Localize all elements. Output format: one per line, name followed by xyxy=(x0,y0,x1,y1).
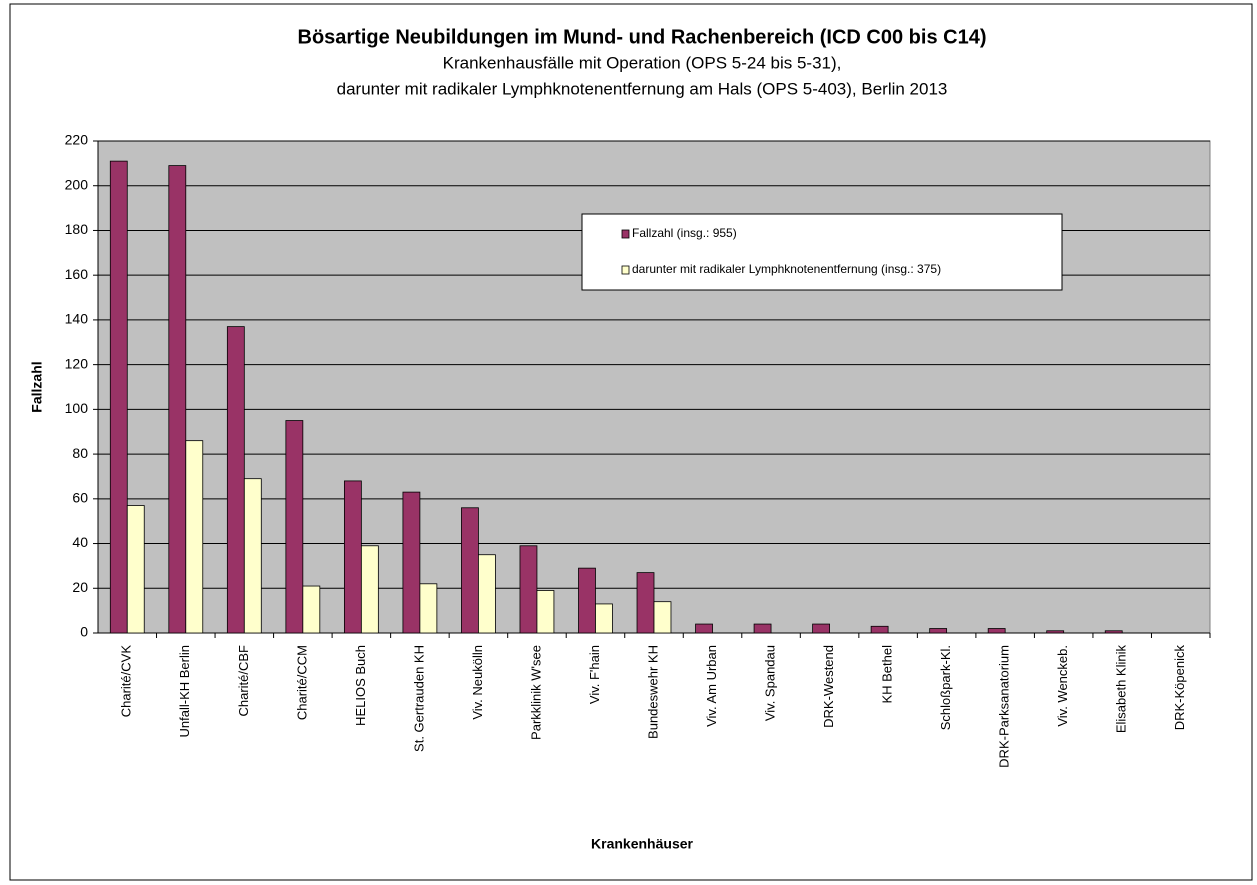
bar xyxy=(402,491,421,634)
bar xyxy=(653,601,672,634)
bar xyxy=(285,420,304,634)
bar xyxy=(1104,630,1123,634)
chart-title: Bösartige Neubildungen im Mund- und Rach… xyxy=(298,26,987,48)
bar xyxy=(1046,630,1065,634)
bar xyxy=(987,628,1006,634)
x-tick-label: DRK-Westend xyxy=(821,645,836,728)
x-tick-label: Parkklinik W'see xyxy=(528,645,543,740)
bar xyxy=(519,545,538,634)
y-tick-label: 80 xyxy=(72,445,88,461)
bar xyxy=(870,625,889,634)
x-tick-label: St. Gertrauden KH xyxy=(411,645,426,752)
x-tick-label: Viv. Am Urban xyxy=(704,645,719,727)
y-tick-label: 100 xyxy=(65,400,89,416)
x-tick-label: HELIOS Buch xyxy=(353,645,368,726)
x-axis-title: Krankenhäuser xyxy=(591,836,693,852)
y-tick-label: 60 xyxy=(72,490,88,506)
y-tick-label: 40 xyxy=(72,534,88,550)
bar xyxy=(753,623,772,634)
y-tick-label: 120 xyxy=(65,355,89,371)
x-tick-label: Charité/CVK xyxy=(119,645,134,718)
bar xyxy=(929,628,948,634)
x-tick-label: Viv. F'hain xyxy=(587,645,602,704)
y-tick-label: 200 xyxy=(65,176,89,192)
x-tick-label: Unfall-KH Berlin xyxy=(177,645,192,737)
x-tick-label: DRK-Köpenick xyxy=(1172,645,1187,731)
bar xyxy=(109,160,128,634)
y-tick-label: 220 xyxy=(65,132,89,148)
x-tick-label: Viv. Spandau xyxy=(762,645,777,721)
bar xyxy=(168,165,187,634)
bar xyxy=(226,326,245,634)
y-tick-label: 160 xyxy=(65,266,89,282)
legend-swatch xyxy=(621,265,630,275)
x-tick-label: DRK-Parksanatorium xyxy=(997,645,1012,768)
bar xyxy=(636,572,655,634)
bar xyxy=(478,554,496,634)
y-tick-label: 20 xyxy=(72,579,88,595)
x-tick-label: KH Bethel xyxy=(880,645,895,704)
chart-subtitle: darunter mit radikaler Lymphknotenentfer… xyxy=(337,79,948,98)
y-axis-title: Fallzahl xyxy=(29,361,45,412)
x-tick-label: Schloßpark-Kl. xyxy=(938,645,953,730)
bar xyxy=(536,590,555,634)
y-tick-label: 0 xyxy=(80,624,88,640)
x-tick-label: Elisabeth Klinik xyxy=(1114,645,1129,734)
bar xyxy=(243,478,262,634)
y-tick-label: 180 xyxy=(65,221,89,237)
bar xyxy=(126,505,145,634)
legend-swatch xyxy=(621,229,630,239)
bar xyxy=(595,603,613,634)
bar xyxy=(360,545,379,634)
bar xyxy=(695,623,713,634)
bar xyxy=(461,507,479,634)
bar xyxy=(302,585,321,634)
legend-label: Fallzahl (insg.: 955) xyxy=(632,226,737,240)
x-tick-label: Bundeswehr KH xyxy=(645,645,660,739)
bar xyxy=(578,567,596,634)
legend-label: darunter mit radikaler Lymphknotenentfer… xyxy=(632,262,941,276)
bar xyxy=(185,440,204,634)
bar xyxy=(343,480,362,634)
x-tick-label: Viv. Wenckeb. xyxy=(1055,645,1070,727)
bar xyxy=(812,623,830,634)
x-tick-label: Charité/CBF xyxy=(236,645,251,717)
x-tick-label: Viv. Neukölln xyxy=(470,645,485,720)
chart-subtitle: Krankenhausfälle mit Operation (OPS 5-24… xyxy=(443,53,842,72)
bar xyxy=(419,583,438,634)
y-tick-label: 140 xyxy=(65,311,89,327)
legend xyxy=(581,213,1063,291)
x-tick-label: Charité/CCM xyxy=(294,645,309,720)
